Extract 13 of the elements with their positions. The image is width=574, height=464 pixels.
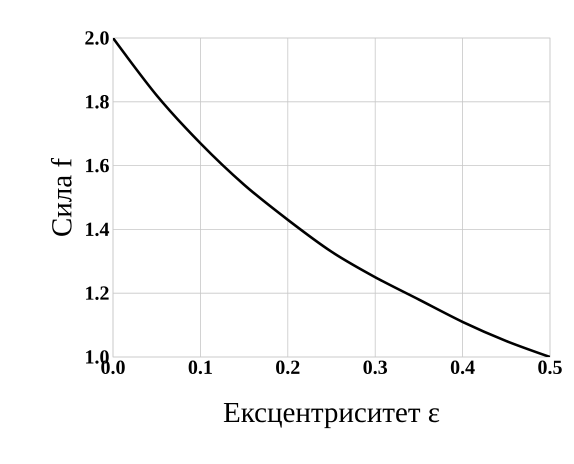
x-axis-title: Ексцентриситет ε [224,402,440,428]
y-tick-label: 2.0 [85,31,109,45]
x-tick-label: 0.4 [450,360,475,374]
y-tick-label: 1.8 [86,95,109,109]
x-tick-label: 0.2 [276,360,300,374]
x-tick-label: 0.5 [538,360,562,374]
y-tick-label: 1.2 [86,286,109,300]
line-series [113,38,550,357]
x-tick-label: 0.1 [188,360,212,374]
y-tick-label: 1.6 [86,158,109,172]
x-tick-label: 0.3 [363,360,388,374]
y-axis-title: Сила f [50,158,72,236]
y-tick-label: 1.4 [86,222,110,236]
